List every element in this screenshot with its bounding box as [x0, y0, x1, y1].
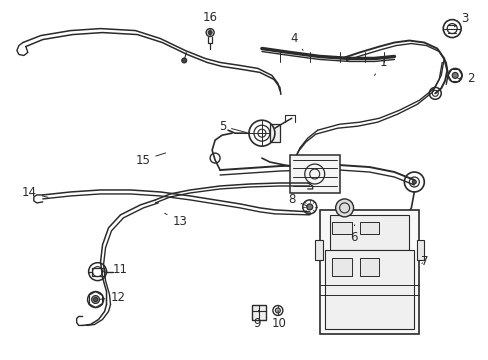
Bar: [329, 215, 408, 250]
Bar: [331, 222, 351, 234]
Text: 3: 3: [453, 12, 468, 27]
Bar: [289, 155, 339, 193]
Circle shape: [93, 298, 98, 302]
Circle shape: [411, 180, 415, 184]
Text: 6: 6: [349, 225, 357, 244]
Circle shape: [335, 199, 353, 217]
Circle shape: [91, 296, 100, 303]
Text: 14: 14: [22, 186, 48, 199]
Text: 5: 5: [218, 120, 246, 133]
Text: 2: 2: [457, 72, 474, 85]
Bar: [359, 222, 379, 234]
Text: 15: 15: [135, 153, 165, 167]
Circle shape: [306, 204, 312, 210]
Circle shape: [451, 72, 457, 78]
Circle shape: [208, 31, 212, 35]
Text: 7: 7: [421, 255, 428, 268]
Text: 16: 16: [202, 10, 217, 36]
Bar: [251, 305, 265, 320]
Bar: [359, 258, 379, 276]
Text: 1: 1: [374, 56, 386, 75]
Text: 13: 13: [164, 213, 187, 228]
Bar: [416, 240, 424, 260]
Bar: [314, 240, 322, 260]
Text: 4: 4: [290, 32, 303, 50]
Text: 9: 9: [253, 310, 260, 330]
Text: 12: 12: [100, 291, 125, 304]
Circle shape: [275, 308, 280, 313]
Bar: [319, 210, 419, 334]
Bar: [331, 258, 351, 276]
Bar: [269, 124, 279, 142]
Text: 8: 8: [288, 193, 306, 206]
Text: 11: 11: [103, 263, 127, 276]
Bar: [324, 250, 413, 329]
Text: 10: 10: [271, 310, 285, 330]
Circle shape: [182, 58, 186, 63]
